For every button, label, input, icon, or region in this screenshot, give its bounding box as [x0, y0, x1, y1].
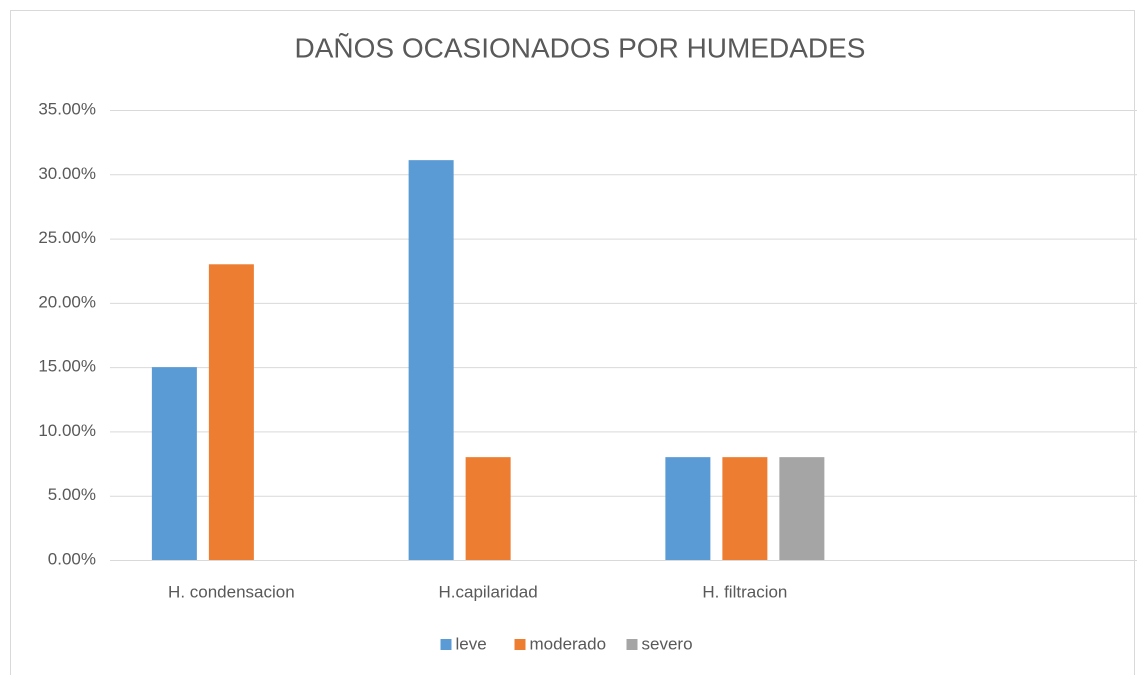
legend-swatch	[440, 639, 452, 650]
chart-title: DAÑOS OCASIONADOS POR HUMEDADES	[295, 32, 866, 63]
bar	[665, 457, 711, 560]
bar	[208, 264, 254, 560]
x-tick-label: H. filtracion	[702, 582, 787, 601]
y-tick-label: 0.00%	[48, 549, 96, 568]
y-tick-label: 15.00%	[38, 357, 96, 376]
chart-border	[10, 10, 1135, 675]
legend-label: severo	[642, 634, 693, 653]
bar	[722, 457, 768, 560]
x-tick-label: H. condensacion	[168, 582, 295, 601]
y-tick-label: 10.00%	[38, 421, 96, 440]
y-tick-label: 20.00%	[38, 292, 96, 311]
bar	[151, 367, 197, 560]
bar	[779, 457, 825, 560]
legend-swatch	[626, 639, 638, 650]
bar	[465, 457, 511, 560]
legend-label: leve	[456, 634, 487, 653]
y-tick-label: 35.00%	[38, 99, 96, 118]
bar	[408, 160, 454, 560]
legend-label: moderado	[530, 634, 607, 653]
y-tick-label: 30.00%	[38, 164, 96, 183]
y-tick-label: 25.00%	[38, 228, 96, 247]
x-tick-label: H.capilaridad	[439, 582, 538, 601]
legend-swatch	[514, 639, 526, 650]
y-tick-label: 5.00%	[48, 485, 96, 504]
